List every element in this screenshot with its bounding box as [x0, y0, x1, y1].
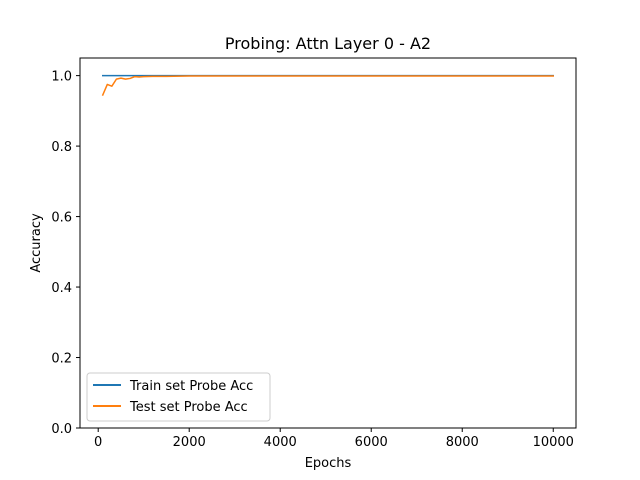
x-axis-label: Epochs [305, 456, 352, 471]
x-tick-label: 2000 [173, 435, 206, 450]
chart-title: Probing: Attn Layer 0 - A2 [225, 34, 431, 53]
series-line-1 [101, 75, 554, 96]
legend-label-train: Train set Probe Acc [129, 379, 253, 394]
x-tick-label: 0 [94, 435, 102, 450]
y-tick-label: 1.0 [51, 70, 72, 85]
y-tick-label: 0.2 [51, 352, 72, 367]
y-tick-label: 0.6 [51, 211, 72, 226]
plot-frame [79, 57, 577, 429]
y-tick-label: 0.8 [51, 140, 72, 155]
x-tick-label: 8000 [446, 435, 479, 450]
y-tick-label: 0.0 [51, 422, 72, 437]
y-tick-label: 0.4 [51, 281, 72, 296]
legend: Train set Probe Acc Test set Probe Acc [86, 372, 271, 422]
x-tick-label: 10000 [533, 435, 574, 450]
y-axis-label: Accuracy [29, 213, 44, 273]
y-axis: 0.0 0.2 0.4 0.6 0.8 1.0 [51, 70, 80, 437]
x-tick-label: 6000 [355, 435, 388, 450]
plot-lines [101, 74, 554, 96]
legend-box [86, 372, 271, 422]
x-axis: 0 2000 4000 6000 8000 10000 [94, 428, 574, 450]
legend-label-test: Test set Probe Acc [129, 400, 248, 415]
x-tick-label: 4000 [264, 435, 297, 450]
